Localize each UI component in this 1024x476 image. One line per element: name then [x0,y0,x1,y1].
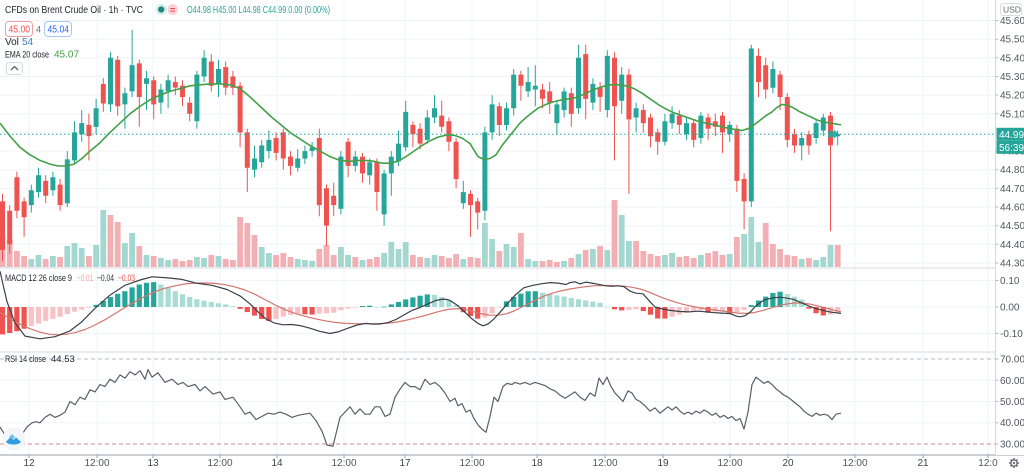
svg-text:60.00: 60.00 [1000,376,1024,387]
svg-text:44.70: 44.70 [1000,184,1024,195]
svg-text:RSI 14 close: RSI 14 close [5,354,46,365]
svg-text:45.60: 45.60 [1000,16,1024,27]
svg-text:45.10: 45.10 [1000,109,1024,120]
svg-text:44.50: 44.50 [1000,221,1024,232]
svg-text:54: 54 [22,37,34,48]
svg-text:USD: USD [1003,5,1021,15]
svg-text:-0.10: -0.10 [1000,329,1023,340]
svg-text:18: 18 [531,458,543,469]
svg-text:12:00: 12:00 [842,458,867,469]
svg-text:0.00: 0.00 [1000,303,1020,314]
svg-text:12:00: 12:00 [592,458,617,469]
svg-text:50.00: 50.00 [1000,397,1024,408]
svg-text:12: 12 [23,458,35,469]
svg-text:−0.01: −0.01 [77,273,93,284]
svg-text:44.30: 44.30 [1000,259,1024,270]
svg-text:12:0: 12:0 [978,458,998,469]
svg-text:45.50: 45.50 [1000,35,1024,46]
svg-text:12:00: 12:00 [207,458,232,469]
svg-text:MACD 12 26 close 9: MACD 12 26 close 9 [5,273,72,284]
svg-text:21: 21 [917,458,929,469]
svg-text:56:39: 56:39 [999,143,1024,154]
svg-text:44.60: 44.60 [1000,203,1024,214]
svg-text:=: = [170,5,175,15]
svg-text:EMA 20 close: EMA 20 close [5,50,49,61]
svg-text:CFDs on Brent Crude Oil · 1h ·: CFDs on Brent Crude Oil · 1h · TVC [5,4,143,16]
svg-text:45.40: 45.40 [1000,53,1024,64]
svg-text:44.80: 44.80 [1000,165,1024,176]
svg-text:45.00: 45.00 [9,25,31,36]
svg-text:O44.98 H45.00 L44.98 C44.99 0.: O44.98 H45.00 L44.98 C44.99 0.00 (0.00%) [187,4,330,16]
svg-text:20: 20 [782,458,794,469]
svg-text:−0.03: −0.03 [118,273,135,284]
svg-text:12:00: 12:00 [84,458,109,469]
svg-text:0.10: 0.10 [1000,276,1020,287]
svg-text:13: 13 [147,458,159,469]
svg-text:70.00: 70.00 [1000,355,1024,366]
svg-text:14: 14 [271,458,283,469]
svg-text:44.99: 44.99 [999,130,1024,141]
svg-text:45.07: 45.07 [54,50,79,61]
svg-text:44.53: 44.53 [51,354,75,365]
svg-text:12:00: 12:00 [331,458,356,469]
svg-text:19: 19 [657,458,669,469]
svg-text:44.40: 44.40 [1000,240,1024,251]
svg-text:45.20: 45.20 [1000,91,1024,102]
svg-text:45.04: 45.04 [48,25,70,36]
svg-text:Vol: Vol [5,37,19,48]
svg-text:17: 17 [399,458,411,469]
svg-text:4: 4 [36,25,41,35]
svg-text:45.30: 45.30 [1000,72,1024,83]
svg-text:30.00: 30.00 [1000,440,1024,451]
svg-text:−0.04: −0.04 [97,273,114,284]
svg-text:12:00: 12:00 [717,458,742,469]
svg-text:40.00: 40.00 [1000,418,1024,429]
svg-text:12:00: 12:00 [459,458,484,469]
